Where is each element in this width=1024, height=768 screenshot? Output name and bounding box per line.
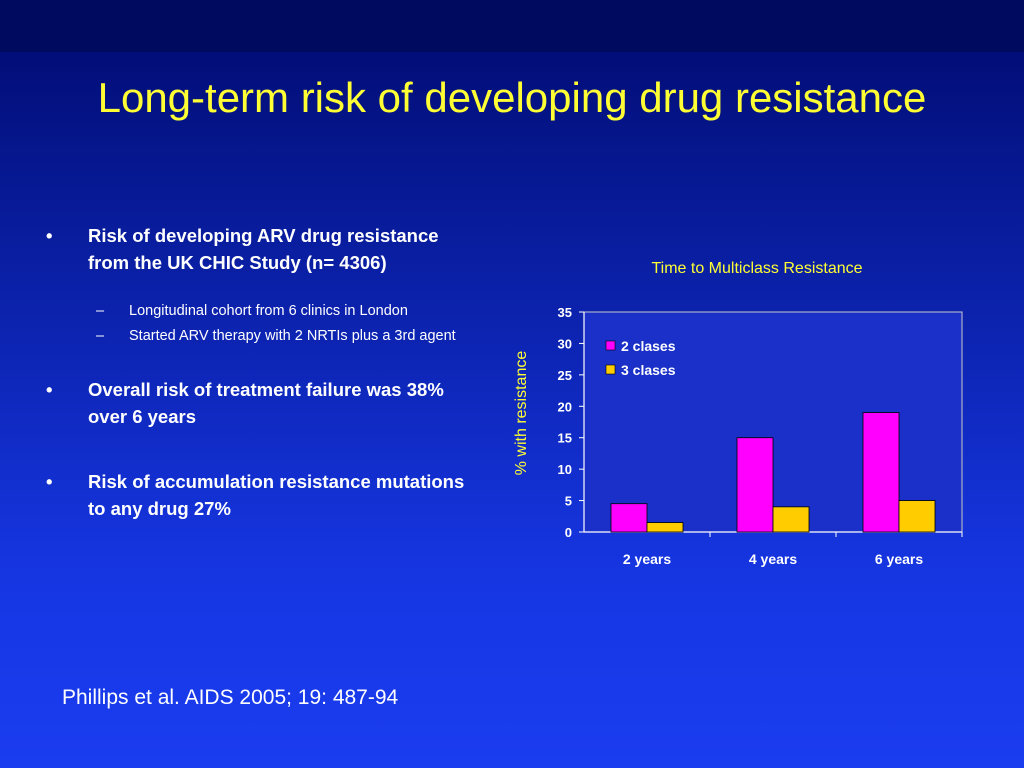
bullet-item: • Risk of accumulation resistance mutati…	[44, 468, 484, 522]
bar-2-clases-4-years	[736, 437, 774, 533]
sub-bullet-text: Longitudinal cohort from 6 clinics in Lo…	[129, 303, 408, 319]
y-tick-label: 35	[558, 305, 572, 320]
bullet-item: • Overall risk of treatment failure was …	[44, 376, 484, 430]
bar-3-clases-6-years	[898, 500, 936, 533]
bullet-text: Risk of accumulation resistance mutation…	[88, 471, 465, 519]
sub-bullet-symbol: –	[96, 328, 105, 344]
legend-swatch	[605, 364, 616, 375]
bullet-symbol: •	[46, 225, 53, 246]
y-tick-label: 15	[558, 431, 572, 446]
citation: Phillips et al. AIDS 2005; 19: 487-94	[62, 686, 399, 709]
sub-bullet-text: Started ARV therapy with 2 NRTIs plus a …	[129, 328, 456, 344]
bullet-symbol: •	[46, 379, 53, 400]
y-tick-label: 10	[558, 462, 572, 477]
top-band	[0, 0, 1024, 52]
bullet-item: • Risk of developing ARV drug resistance…	[44, 222, 484, 276]
bullet-list: • Risk of developing ARV drug resistance…	[44, 222, 484, 522]
bar-2-clases-6-years	[862, 412, 900, 533]
bar-2-clases-2-years	[610, 503, 648, 533]
bar-3-clases-4-years	[772, 506, 810, 533]
y-tick-label: 0	[565, 525, 572, 540]
y-tick-label: 30	[558, 336, 572, 351]
slide-title: Long-term risk of developing drug resist…	[97, 74, 927, 121]
legend-label: 3 clases	[621, 362, 676, 378]
bullet-text: Overall risk of treatment failure was 38…	[88, 379, 444, 427]
bullet-text: Risk of developing ARV drug resistance f…	[88, 225, 439, 273]
x-tick-label: 2 years	[623, 551, 671, 567]
chart-title: Time to Multiclass Resistance	[651, 260, 863, 277]
y-tick-label: 20	[558, 399, 572, 414]
bar-3-clases-2-years	[646, 522, 684, 533]
x-tick-label: 4 years	[749, 551, 797, 567]
legend-label: 2 clases	[621, 338, 676, 354]
sub-bullet-symbol: –	[96, 303, 105, 319]
y-tick-label: 25	[558, 368, 572, 383]
bullet-symbol: •	[46, 471, 53, 492]
sub-bullet-item: – Longitudinal cohort from 6 clinics in …	[96, 301, 484, 321]
sub-bullet-item: – Started ARV therapy with 2 NRTIs plus …	[96, 326, 484, 346]
x-tick-label: 6 years	[875, 551, 923, 567]
y-tick-label: 5	[565, 494, 572, 509]
legend-swatch	[605, 340, 616, 351]
